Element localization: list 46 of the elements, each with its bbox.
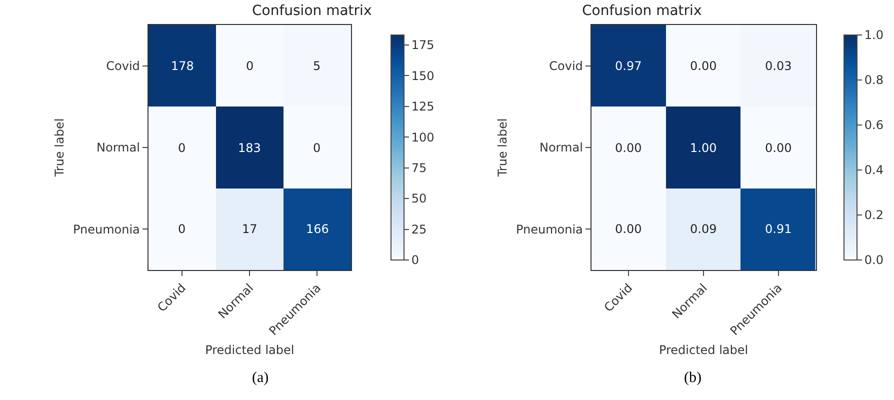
chart-title: Confusion matrix (252, 3, 372, 19)
color-bar-label: 175 (411, 38, 434, 52)
data-label: 183 (238, 141, 261, 155)
data-label: 0 (178, 141, 186, 155)
x-axis-title: Predicted label (205, 343, 294, 358)
color-bar-label: 100 (411, 130, 434, 144)
y-tick-label: Normal (539, 140, 583, 155)
chart-title: Confusion matrix (582, 3, 702, 19)
y-axis-title: True label (52, 118, 66, 178)
data-label: 5 (313, 59, 321, 73)
data-label: 17 (242, 222, 258, 236)
y-tick-label: Covid (549, 59, 583, 74)
y-tick-label: Normal (96, 140, 140, 155)
color-bar-label: 0.8 (864, 73, 884, 88)
y-tick-label: Covid (106, 59, 140, 74)
color-bar-label: 50 (411, 192, 427, 206)
data-label: 166 (306, 222, 329, 236)
data-label: 0.00 (765, 141, 792, 155)
color-bar-label: 1.0 (864, 28, 884, 42)
text: (a) (252, 370, 269, 386)
data-label: 0.09 (690, 222, 717, 236)
data-label: 0.00 (615, 141, 642, 155)
color-bar-label: 125 (411, 100, 434, 114)
data-label: 0 (246, 59, 254, 73)
data-label: 178 (171, 59, 194, 73)
data-label: 0 (313, 141, 321, 155)
data-label: 0 (178, 222, 186, 236)
data-label: 0.97 (615, 59, 642, 73)
text: (b) (684, 370, 702, 386)
data-label: 1.00 (690, 141, 717, 155)
y-axis-title: True label (495, 118, 510, 178)
y-tick-label: Pneumonia (516, 222, 583, 236)
y-tick-label: Pneumonia (72, 222, 140, 236)
data-label: 0.91 (765, 222, 792, 236)
data-label: 0.03 (765, 59, 792, 73)
color-bar-label: 0.6 (864, 118, 884, 132)
color-bar-label: 0.2 (864, 208, 884, 222)
data-label: 0.00 (690, 59, 717, 73)
x-axis-title: Predicted label (658, 343, 748, 358)
color-bar-label: 75 (411, 160, 427, 175)
color-bar-label: 0 (411, 253, 420, 268)
data-label: 0.00 (615, 222, 642, 236)
color-bar-label: 150 (411, 68, 434, 83)
color-bar-label: 0.0 (864, 253, 884, 268)
color-bar-label: 0.4 (864, 163, 884, 178)
color-bar-label: 25 (411, 222, 427, 236)
